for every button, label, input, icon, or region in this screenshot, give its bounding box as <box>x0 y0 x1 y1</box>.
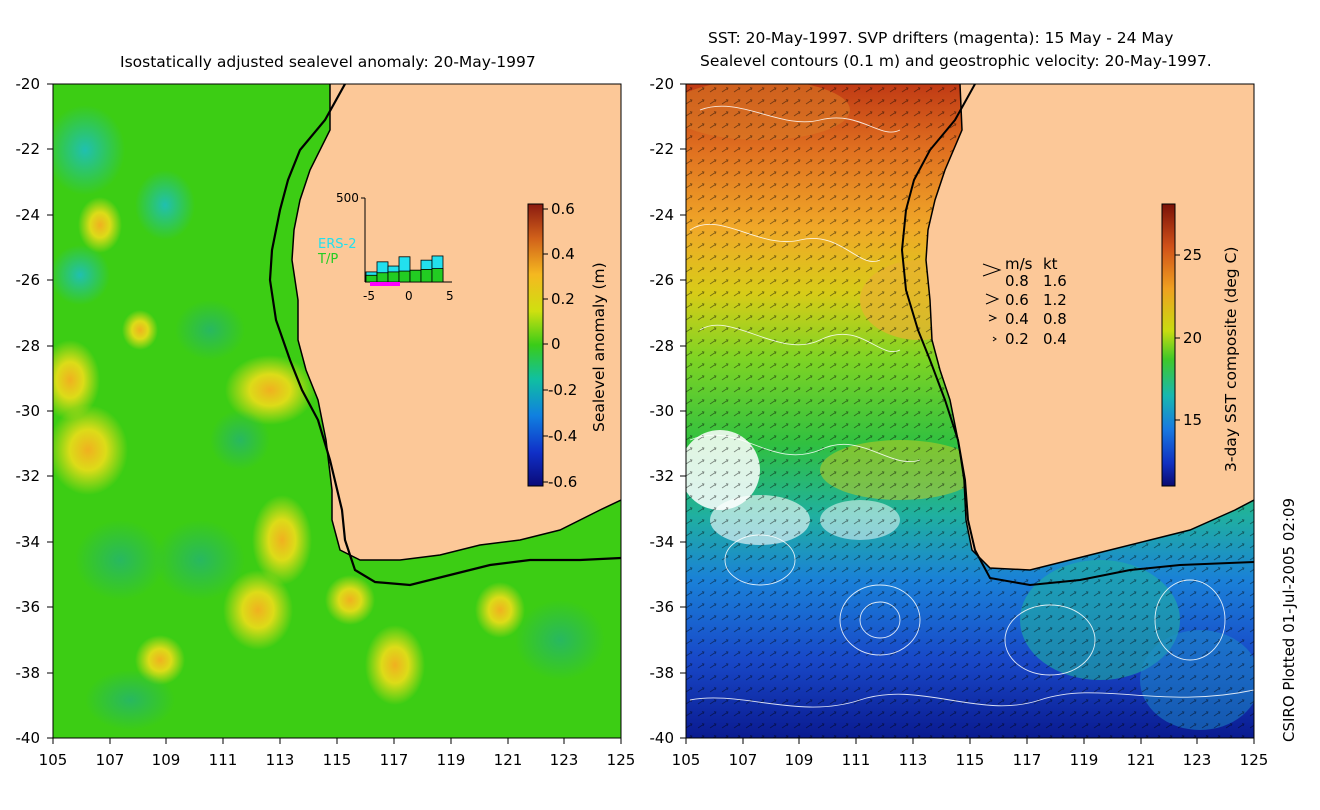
velocity-kt: 0.4 <box>1043 330 1067 348</box>
sst-colorbar <box>1161 203 1176 487</box>
left-xtick: 125 <box>606 751 636 769</box>
right-ytick: -28 <box>649 337 675 355</box>
left-xtick: 107 <box>95 751 125 769</box>
right-ytick: -24 <box>649 206 675 224</box>
right-xtick: 109 <box>784 751 814 769</box>
right-ytick: -30 <box>649 402 675 420</box>
inset-bar-tp <box>431 268 444 283</box>
sla-colorbar-label: Sealevel anomaly (m) <box>590 262 608 432</box>
left-ytick: -34 <box>15 533 41 551</box>
inset-bar-tp <box>420 268 433 283</box>
left-ytick: -22 <box>15 140 41 158</box>
right-ytick: -20 <box>649 75 675 93</box>
velocity-header-kt: kt <box>1043 255 1058 273</box>
right-xtick: 121 <box>1126 751 1156 769</box>
left-xtick: 105 <box>38 751 68 769</box>
inset-ymax: 500 <box>336 191 359 205</box>
velocity-ms: 0.8 <box>1005 272 1029 290</box>
velocity-legend-arrows <box>982 263 1002 342</box>
sla-cbar-tick: 0 <box>551 335 561 353</box>
left-ytick: -28 <box>15 337 41 355</box>
land-australia-right <box>926 84 1254 570</box>
velocity-ms: 0.6 <box>1005 291 1029 309</box>
right-xtick: 115 <box>955 751 985 769</box>
inset-bar-tp <box>387 271 400 283</box>
right-xtick: 119 <box>1069 751 1099 769</box>
left-ytick: -26 <box>15 271 41 289</box>
inset-bar-tp <box>376 272 389 283</box>
left-ytick: -40 <box>15 729 41 747</box>
right-ytick: -32 <box>649 467 675 485</box>
sst-colorbar-label: 3-day SST composite (deg C) <box>1222 246 1240 472</box>
sla-cbar-tick: -0.2 <box>548 381 578 399</box>
right-xtick: 117 <box>1012 751 1042 769</box>
sla-cbar-tick: -0.6 <box>548 473 578 491</box>
right-ytick: -22 <box>649 140 675 158</box>
velocity-ms: 0.4 <box>1005 310 1029 328</box>
right-xtick: 125 <box>1239 751 1269 769</box>
right-ytick: -34 <box>649 533 675 551</box>
right-xtick: 105 <box>671 751 701 769</box>
left-ytick: -30 <box>15 402 41 420</box>
left-xtick: 119 <box>436 751 466 769</box>
left-xtick: 121 <box>493 751 523 769</box>
left-axis-ticks <box>47 83 622 744</box>
sst-cbar-tick: 15 <box>1183 411 1203 429</box>
right-xtick: 111 <box>841 751 871 769</box>
left-ytick: -36 <box>15 598 41 616</box>
right-ytick: -36 <box>649 598 675 616</box>
left-ytick: -24 <box>15 206 41 224</box>
velocity-ms: 0.2 <box>1005 330 1029 348</box>
inset-bar-tp <box>398 270 411 283</box>
plot-credit: CSIRO Plotted 01-Jul-2005 02:09 <box>1280 497 1298 742</box>
inset-xtick: -5 <box>363 289 375 303</box>
velocity-kt: 1.6 <box>1043 272 1067 290</box>
velocity-kt: 1.2 <box>1043 291 1067 309</box>
left-xtick: 111 <box>208 751 238 769</box>
left-xtick: 113 <box>265 751 295 769</box>
sst-cbar-tick: 20 <box>1183 329 1203 347</box>
right-ytick: -26 <box>649 271 675 289</box>
left-xtick: 115 <box>322 751 352 769</box>
inset-bar-tp <box>409 269 422 283</box>
right-ytick: -40 <box>649 729 675 747</box>
left-ytick: -32 <box>15 467 41 485</box>
inset-legend-tp: T/P <box>318 252 339 267</box>
right-axis-ticks <box>680 83 1255 744</box>
sst-cbar-tick: 25 <box>1183 246 1203 264</box>
left-ytick: -20 <box>15 75 41 93</box>
left-xtick: 123 <box>549 751 579 769</box>
right-map-field <box>686 84 1254 738</box>
sla-cbar-tick: 0.6 <box>551 200 575 218</box>
left-xtick: 109 <box>151 751 181 769</box>
right-xtick: 123 <box>1182 751 1212 769</box>
inset-legend-ers2: ERS-2 <box>318 237 357 252</box>
right-xtick: 107 <box>728 751 758 769</box>
right-map-title-line1: SST: 20-May-1997. SVP drifters (magenta)… <box>708 29 1174 47</box>
right-xtick: 113 <box>898 751 928 769</box>
sla-colorbar <box>527 203 544 487</box>
left-map-title: Isostatically adjusted sealevel anomaly:… <box>120 53 536 71</box>
inset-histogram <box>361 197 452 286</box>
left-xtick: 117 <box>379 751 409 769</box>
velocity-header-ms: m/s <box>1005 255 1033 273</box>
left-ytick: -38 <box>15 664 41 682</box>
velocity-kt: 0.8 <box>1043 310 1067 328</box>
inset-xtick: 5 <box>446 289 454 303</box>
inset-bar-tp <box>365 274 378 283</box>
sla-cbar-tick: 0.2 <box>551 290 575 308</box>
right-ytick: -38 <box>649 664 675 682</box>
right-map-title-line2: Sealevel contours (0.1 m) and geostrophi… <box>700 52 1212 70</box>
sla-cbar-tick: 0.4 <box>551 245 575 263</box>
inset-xtick: 0 <box>405 289 413 303</box>
sla-cbar-tick: -0.4 <box>548 427 578 445</box>
